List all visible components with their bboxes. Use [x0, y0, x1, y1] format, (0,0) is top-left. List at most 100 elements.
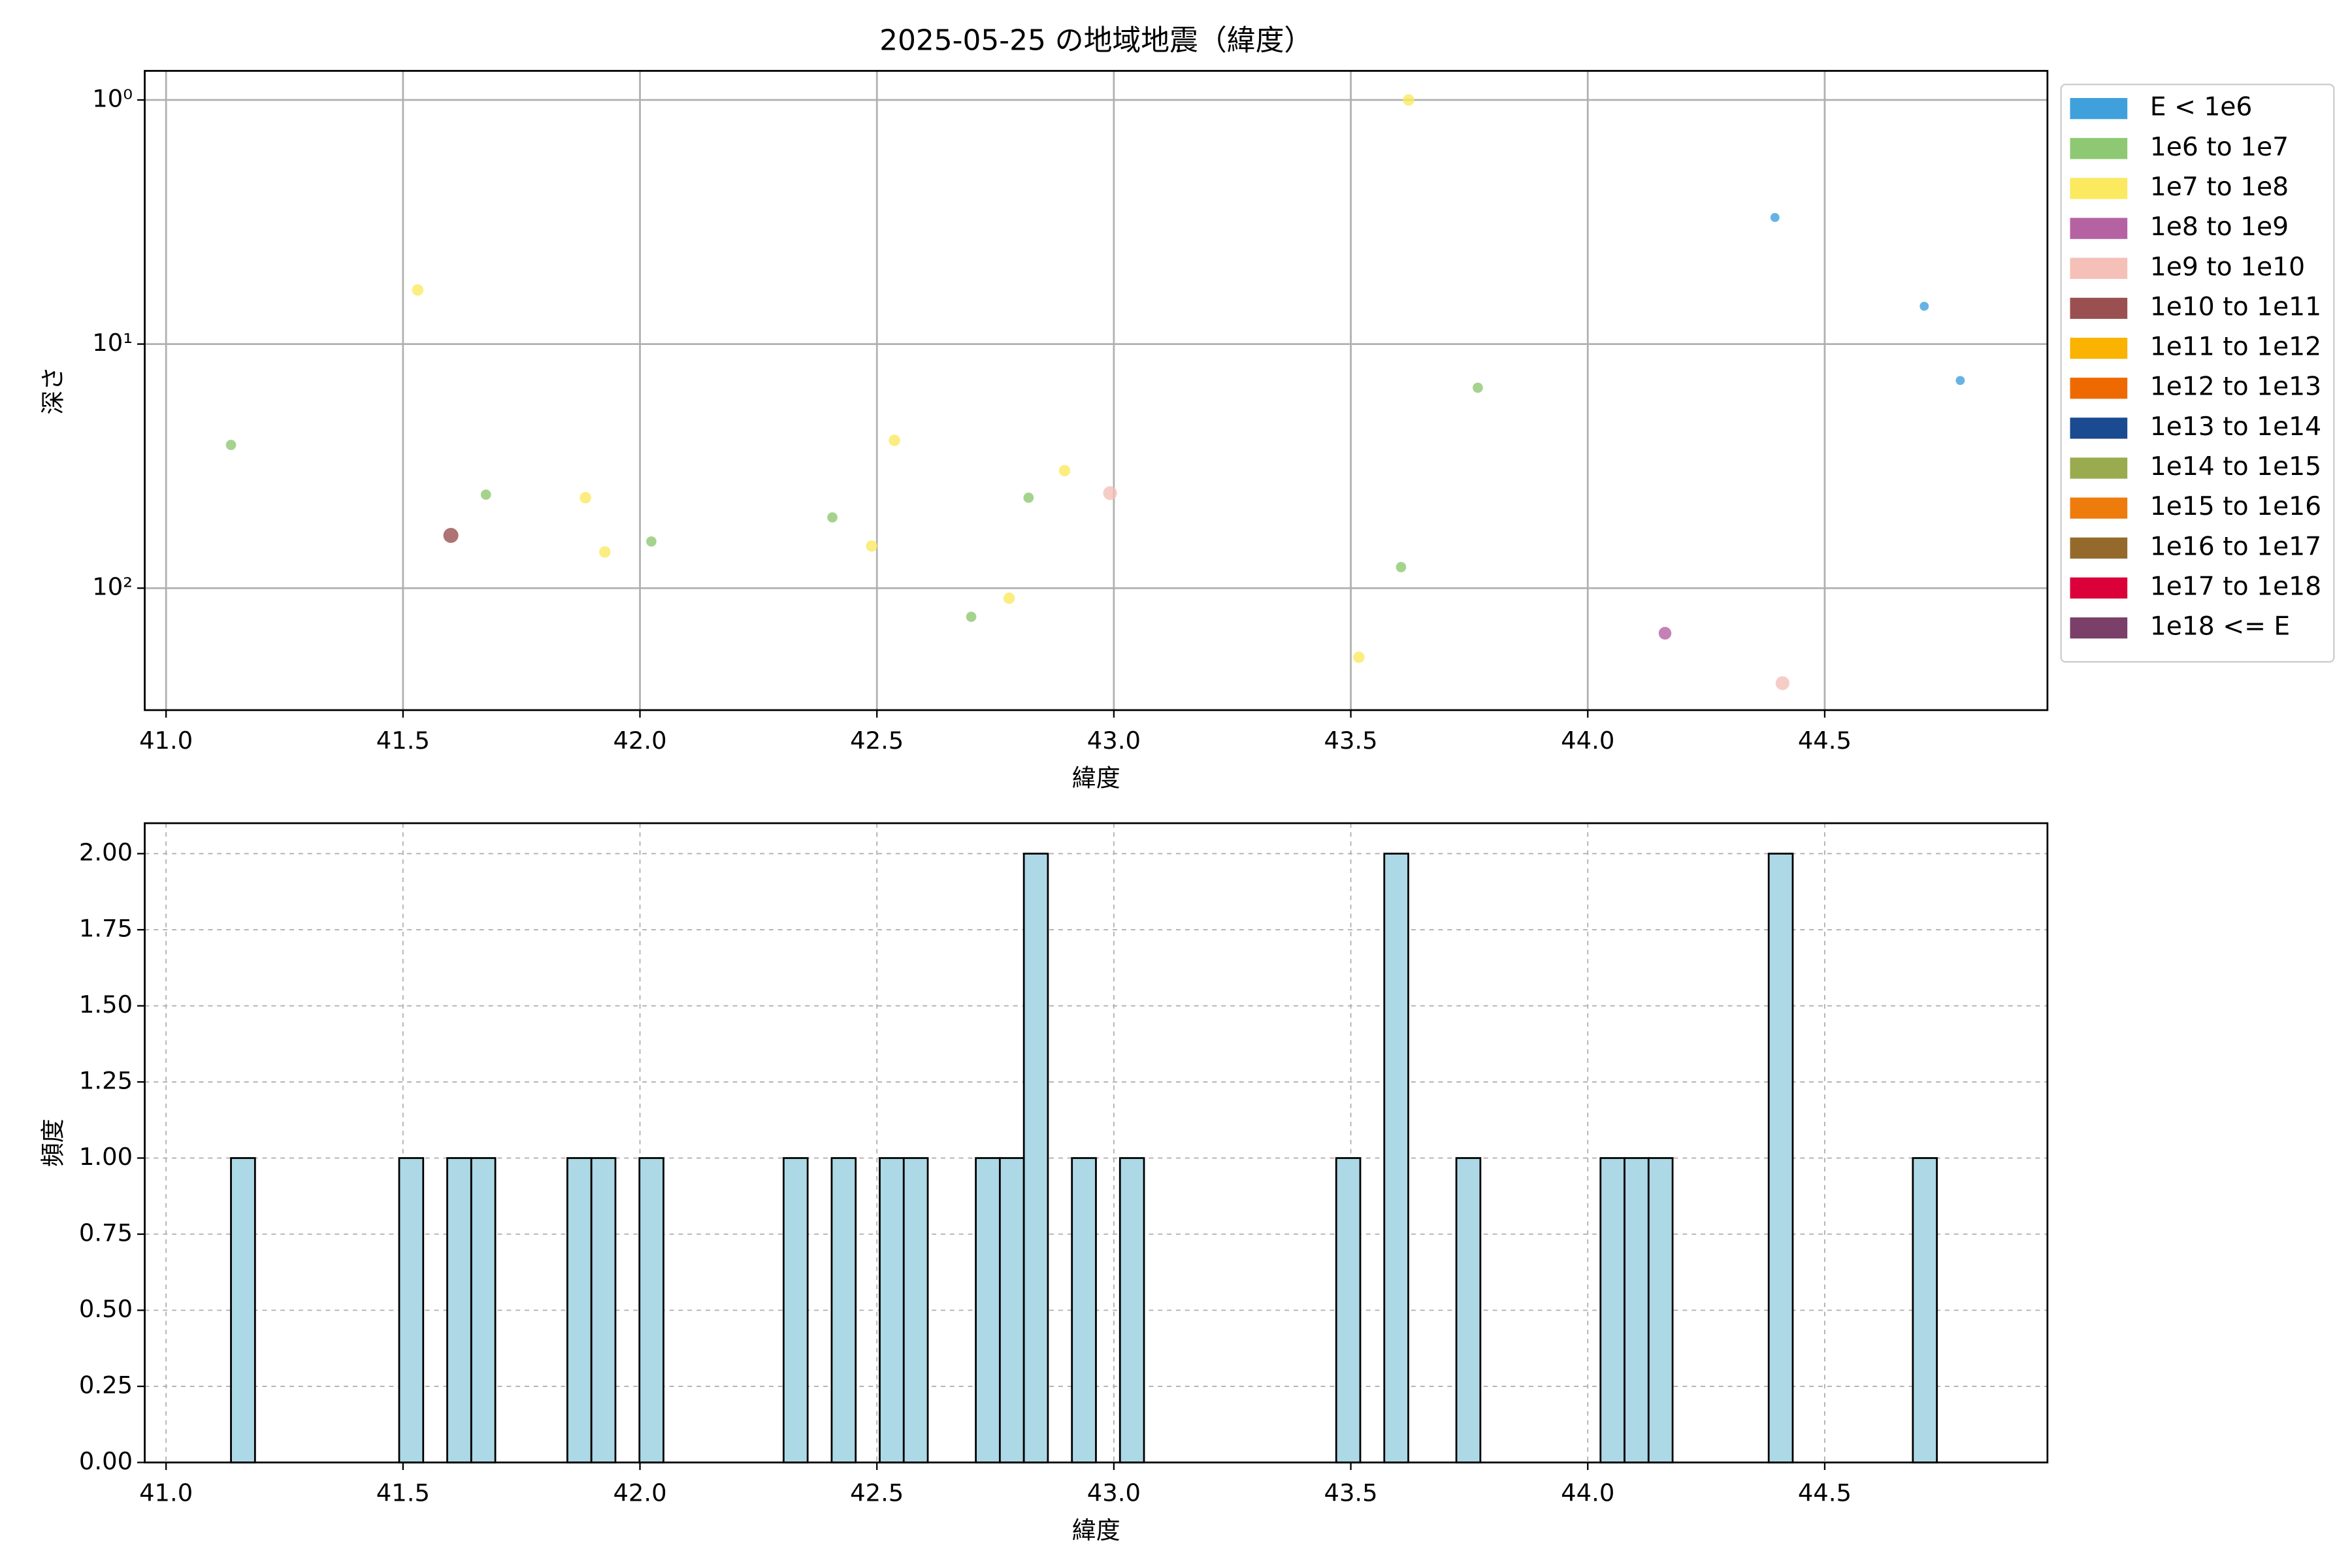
scatter-point — [412, 284, 424, 296]
y-tick-label: 1.25 — [79, 1067, 133, 1095]
histogram-bar — [230, 1157, 256, 1463]
legend-label: 1e18 <= E — [2150, 612, 2290, 642]
scatter-point — [1023, 492, 1034, 503]
x-tick-label: 43.5 — [1324, 727, 1377, 755]
legend-swatch — [2070, 497, 2128, 519]
legend-swatch — [2070, 138, 2128, 159]
histogram-bar — [975, 1157, 1001, 1463]
legend-swatch — [2070, 617, 2128, 639]
scatter-point — [1658, 627, 1672, 640]
legend-swatch — [2070, 337, 2128, 359]
histogram-bar — [566, 1157, 593, 1463]
legend-swatch — [2070, 417, 2128, 439]
histogram-bar — [398, 1157, 425, 1463]
legend-box — [2060, 84, 2335, 663]
legend-label: 1e6 to 1e7 — [2150, 133, 2289, 162]
scatter-point — [966, 612, 977, 622]
x-tick-label: 44.0 — [1561, 727, 1614, 755]
legend-label: 1e7 to 1e8 — [2150, 172, 2289, 202]
scatter-point — [889, 434, 900, 446]
histogram-bar — [1912, 1157, 1938, 1463]
legend-swatch — [2070, 218, 2128, 239]
histogram-bar — [1119, 1157, 1145, 1463]
legend-label: E < 1e6 — [2150, 93, 2253, 122]
histogram-bar — [1624, 1157, 1650, 1463]
x-tick-label: 43.0 — [1087, 1478, 1141, 1507]
histogram-bar — [1455, 1157, 1482, 1463]
scatter-point — [866, 540, 878, 552]
legend-label: 1e17 to 1e18 — [2150, 572, 2321, 602]
x-tick-label: 44.5 — [1798, 727, 1852, 755]
histogram-bar — [638, 1157, 664, 1463]
histogram-bar — [1071, 1157, 1097, 1463]
y-tick-label: 10¹ — [92, 329, 133, 357]
legend-swatch — [2070, 297, 2128, 319]
legend-label: 1e16 to 1e17 — [2150, 532, 2321, 561]
x-tick-label: 41.5 — [376, 1478, 430, 1507]
histogram-bar — [1335, 1157, 1362, 1463]
y-tick-label: 1.75 — [79, 915, 133, 943]
histogram-bar — [830, 1157, 857, 1463]
y-axis-label: 頻度 — [39, 1119, 67, 1167]
scatter-point — [1003, 592, 1015, 604]
x-tick-label: 44.5 — [1798, 1478, 1852, 1507]
chart-title: 2025-05-25 の地域地震（緯度） — [879, 24, 1313, 57]
scatter-point — [1103, 486, 1117, 500]
scatter-point — [480, 489, 491, 500]
scatter-point — [646, 536, 657, 547]
y-tick-label: 1.50 — [79, 990, 133, 1019]
histogram-bar — [590, 1157, 617, 1463]
legend-swatch — [2070, 378, 2128, 399]
legend-swatch — [2070, 98, 2128, 120]
x-tick-label: 43.5 — [1324, 1478, 1377, 1507]
histogram-bar — [902, 1157, 929, 1463]
legend-label: 1e8 to 1e9 — [2150, 212, 2289, 242]
scatter-point — [443, 527, 459, 544]
histogram-bar — [879, 1157, 905, 1463]
y-tick-label: 0.25 — [79, 1371, 133, 1399]
legend-label: 1e10 to 1e11 — [2150, 292, 2321, 321]
x-tick-label: 41.5 — [376, 727, 430, 755]
x-axis-label: 緯度 — [1072, 764, 1120, 792]
y-axis-label: 深さ — [39, 367, 67, 415]
y-tick-label: 0.50 — [79, 1295, 133, 1323]
scatter-point — [1775, 676, 1789, 691]
y-tick-label: 1.00 — [79, 1143, 133, 1171]
scatter-point — [1919, 301, 1929, 311]
legend-swatch — [2070, 457, 2128, 479]
histogram-bar — [1647, 1157, 1674, 1463]
histogram-bar — [1599, 1157, 1625, 1463]
y-tick-label: 0.00 — [79, 1447, 133, 1475]
legend-label: 1e12 to 1e13 — [2150, 372, 2321, 402]
histogram-bar — [470, 1157, 497, 1463]
scatter-point — [1058, 465, 1071, 477]
scatter-point — [1955, 376, 1965, 385]
y-tick-label: 10⁰ — [92, 84, 133, 112]
x-tick-label: 44.0 — [1561, 1478, 1614, 1507]
x-tick-label: 42.5 — [850, 727, 904, 755]
legend-label: 1e9 to 1e10 — [2150, 252, 2305, 282]
legend-label: 1e14 to 1e15 — [2150, 452, 2321, 482]
y-tick-label: 10² — [92, 573, 133, 601]
legend-swatch — [2070, 537, 2128, 559]
x-tick-label: 41.0 — [139, 1478, 193, 1507]
plot-frame — [144, 822, 2049, 1463]
x-tick-label: 41.0 — [139, 727, 193, 755]
x-tick-label: 42.0 — [613, 1478, 666, 1507]
x-tick-label: 42.5 — [850, 1478, 904, 1507]
histogram-bar — [998, 1157, 1025, 1463]
y-tick-label: 2.00 — [79, 838, 133, 866]
legend-label: 1e13 to 1e14 — [2150, 412, 2321, 442]
histogram-bar — [1383, 853, 1409, 1463]
x-tick-label: 42.0 — [613, 727, 666, 755]
scatter-point — [1473, 382, 1483, 393]
legend-swatch — [2070, 577, 2128, 599]
histogram-bar — [1022, 853, 1049, 1463]
scatter-point — [225, 440, 237, 450]
scatter-point — [1396, 562, 1407, 572]
x-axis-label: 緯度 — [1072, 1516, 1120, 1544]
legend-swatch — [2070, 178, 2128, 199]
scatter-point — [1403, 94, 1414, 106]
